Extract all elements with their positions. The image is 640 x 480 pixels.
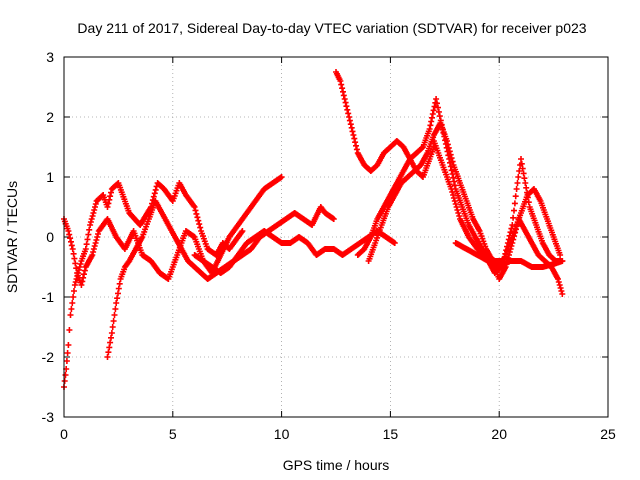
data-markers-arc-e <box>333 69 437 180</box>
x-tick-label: 10 <box>274 426 290 442</box>
data-points <box>61 69 566 390</box>
y-tick-labels: -3 -2 -1 0 1 2 3 <box>42 49 55 425</box>
x-tick-labels: 0 5 10 15 20 25 <box>60 426 616 442</box>
y-axis-label: SDTVAR / TECUs <box>4 181 20 293</box>
x-tick-label: 25 <box>600 426 616 442</box>
plot-frame <box>63 56 609 418</box>
series-arc-i <box>452 240 566 270</box>
y-tick-label: 2 <box>46 109 54 125</box>
series-arc-h <box>430 138 566 264</box>
y-tick-label: -2 <box>42 349 55 365</box>
data-markers-arc-h <box>430 138 566 264</box>
series-arc-g <box>365 120 566 297</box>
x-tick-label: 15 <box>383 426 399 442</box>
x-tick-label: 20 <box>491 426 507 442</box>
data-markers-arc-g <box>365 120 566 297</box>
chart-title: Day 211 of 2017, Sidereal Day-to-day VTE… <box>77 20 586 36</box>
x-axis-label: GPS time / hours <box>283 457 390 473</box>
x-tick-label: 0 <box>60 426 68 442</box>
y-tick-label: -3 <box>42 409 55 425</box>
y-tick-label: 1 <box>46 169 54 185</box>
data-markers-arc-i <box>452 240 566 270</box>
y-tick-label: -1 <box>42 289 55 305</box>
y-tick-label: 3 <box>46 49 54 65</box>
y-tick-label: 0 <box>46 229 54 245</box>
x-tick-label: 5 <box>169 426 177 442</box>
series-arc-e <box>333 69 437 180</box>
